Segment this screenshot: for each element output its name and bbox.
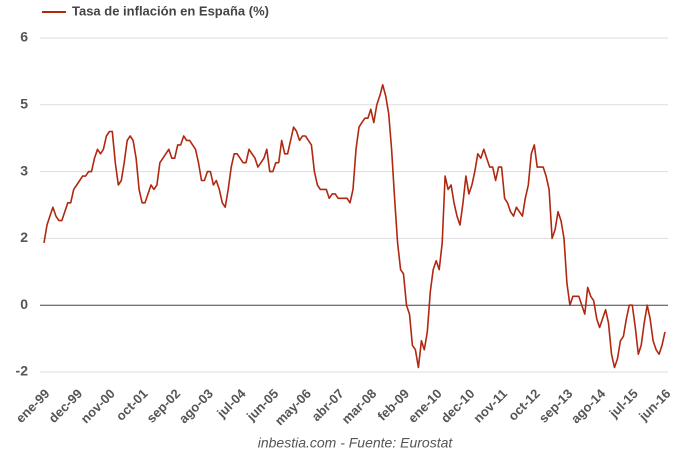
x-tick-label: nov-00: [78, 386, 118, 426]
source: inbestia.com - Fuente: Eurostat: [258, 435, 454, 451]
x-tick-label: feb-09: [374, 386, 412, 424]
x-tick-label: mar-08: [339, 386, 380, 427]
x-tick-label: ene-99: [13, 386, 53, 426]
y-tick-label: 0: [20, 296, 28, 312]
x-tick-label: jul-15: [606, 386, 641, 421]
x-tick-label: sep-02: [144, 386, 184, 426]
y-tick-label: 2: [20, 229, 28, 245]
x-tick-label: dec-99: [45, 386, 85, 426]
y-tick-label: 6: [20, 29, 28, 45]
y-tick-label: -2: [16, 363, 29, 379]
line: [43, 84, 666, 369]
x-tick-label: oct-12: [505, 386, 543, 424]
x-tick-label: dec-10: [438, 386, 478, 426]
x-tick-label: ago-14: [568, 385, 609, 426]
x-tick-label: jul-04: [213, 385, 249, 421]
x-tick-label: ago-03: [176, 386, 216, 426]
legend-label: Tasa de inflación en España (%): [72, 3, 269, 18]
y-tick-label: 3: [20, 162, 28, 178]
y-tick-label: 5: [20, 96, 28, 112]
x-tick-label: oct-01: [113, 386, 151, 424]
x-tick-label: ene-10: [405, 386, 445, 426]
x-tick-label: sep-13: [536, 386, 576, 426]
x-tick-label: nov-11: [470, 386, 510, 426]
x-tick-label: jun-16: [635, 386, 673, 424]
x-tick-label: may-06: [272, 386, 314, 428]
